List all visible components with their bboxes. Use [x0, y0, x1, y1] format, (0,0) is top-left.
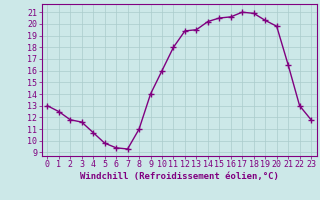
X-axis label: Windchill (Refroidissement éolien,°C): Windchill (Refroidissement éolien,°C): [80, 172, 279, 181]
